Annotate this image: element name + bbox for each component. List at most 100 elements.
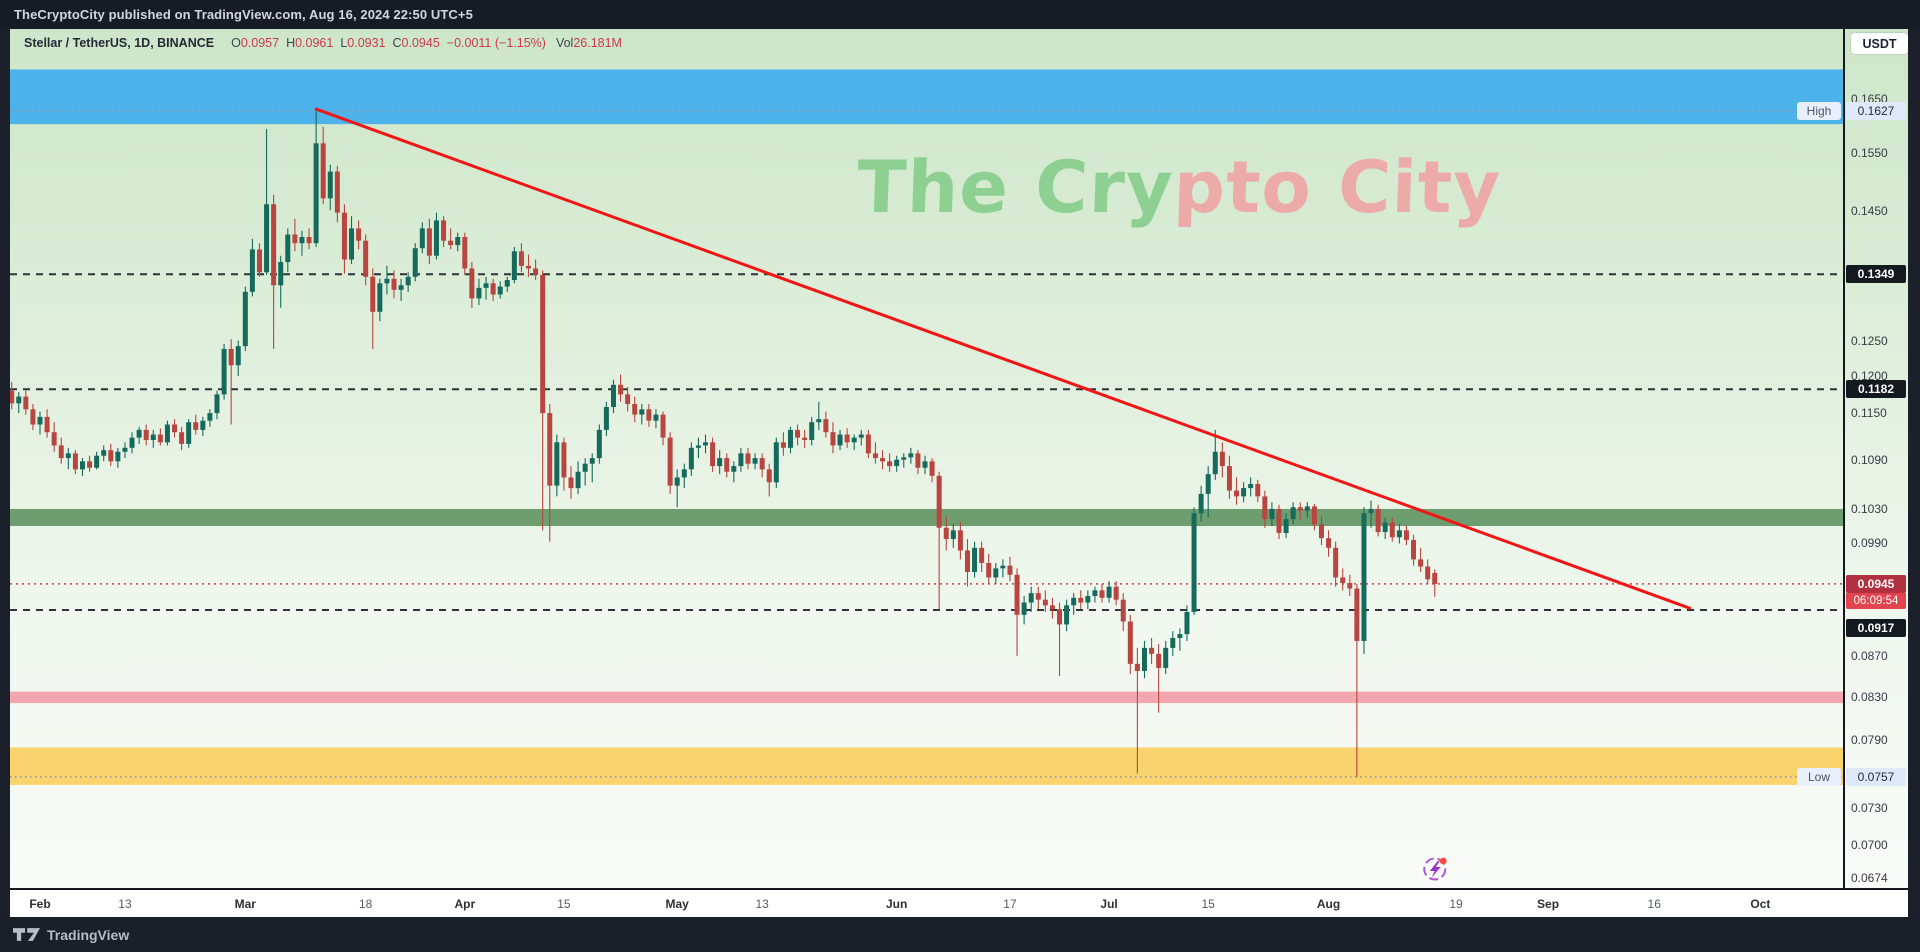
candle-body <box>1389 522 1395 538</box>
candle-body <box>23 396 29 410</box>
candle-body <box>341 212 347 260</box>
candle-body <box>186 422 192 444</box>
candle-body <box>1248 483 1254 489</box>
candle-body <box>419 228 425 249</box>
candle-body <box>122 447 128 452</box>
candle-body <box>738 453 744 467</box>
candle-body <box>752 458 758 464</box>
candle-body <box>802 437 808 440</box>
chart-pane-background <box>10 29 1908 888</box>
time-tick-day: 16 <box>1647 897 1661 911</box>
candle-body <box>1212 451 1218 475</box>
candle-body <box>1361 513 1367 641</box>
candle-body <box>1127 621 1133 664</box>
candle-body <box>837 434 843 446</box>
publish-header-text[interactable]: TheCryptoCity published on TradingView.c… <box>14 7 473 22</box>
candle-body <box>986 562 992 578</box>
candle-body <box>646 409 652 421</box>
candle-body <box>1085 595 1091 603</box>
candle-body <box>872 453 878 459</box>
candle-body <box>115 451 121 462</box>
candle-body <box>164 424 170 443</box>
candle-body <box>483 283 489 288</box>
candle-body <box>1170 638 1176 648</box>
candle-body <box>964 550 970 573</box>
candle-body <box>766 469 772 483</box>
candle-body <box>1304 506 1310 511</box>
candle-body <box>660 414 666 438</box>
candle-body <box>58 445 64 459</box>
candle-body <box>943 527 949 540</box>
candle-body <box>214 394 220 414</box>
low-marker-tag: Low <box>1797 767 1841 786</box>
candle-body <box>1057 609 1063 625</box>
candle-body <box>688 447 694 470</box>
candle-body <box>880 458 886 462</box>
tradingview-brand-link[interactable]: TradingView <box>13 927 129 943</box>
candle-body <box>306 236 312 244</box>
demand-zone <box>10 747 1843 785</box>
candle-body <box>667 437 673 486</box>
time-tick-day: 15 <box>1201 897 1215 911</box>
right-margin <box>1908 29 1920 917</box>
candle-body <box>787 429 793 448</box>
candle-body <box>858 434 864 438</box>
candle-body <box>561 442 567 478</box>
candle-body <box>433 220 439 256</box>
time-tick-month: Jun <box>886 897 908 911</box>
chart-canvas[interactable] <box>10 29 1843 888</box>
candle-body <box>79 461 85 470</box>
candle-body <box>575 471 581 489</box>
candle-body <box>462 236 468 269</box>
symbol-title[interactable]: Stellar / TetherUS, 1D, BINANCE <box>24 36 215 50</box>
candle-body <box>511 251 517 281</box>
tradingview-brand-text: TradingView <box>47 926 130 943</box>
candle-body <box>865 434 871 454</box>
candle-body <box>278 262 284 286</box>
candle-body <box>929 461 935 476</box>
candle-body <box>476 287 482 299</box>
candle-body <box>1318 524 1324 539</box>
candle-body <box>979 547 985 563</box>
candle-body <box>632 404 638 415</box>
descending-trendline <box>314 107 1692 610</box>
candle-body <box>1149 647 1155 654</box>
time-tick-day: 19 <box>1449 897 1463 911</box>
time-axis[interactable]: Feb 13 Mar 18 Apr 15 May 13 Jun 17 Jul 15 Aug 19 Sep 16… <box>10 888 1908 919</box>
watermark-part-2: pto City <box>1172 145 1503 229</box>
candle-body <box>334 171 340 213</box>
volume-value: 26.181M <box>573 36 622 50</box>
candle-body <box>271 204 277 286</box>
candle-body <box>780 442 786 448</box>
candle-body <box>37 416 43 425</box>
candle-body <box>1035 593 1041 600</box>
candle-body <box>256 249 262 273</box>
candle-body <box>1205 474 1211 494</box>
candle-body <box>207 413 213 421</box>
currency-toggle-button[interactable]: USDT <box>1851 33 1908 54</box>
candle-body <box>356 228 362 241</box>
candle-body <box>242 291 248 347</box>
candle-body <box>157 434 163 443</box>
time-tick-day: 13 <box>755 897 769 911</box>
candle-body <box>377 283 383 312</box>
candle-body <box>1226 466 1232 491</box>
time-tick-month: Apr <box>454 897 476 911</box>
candle-body <box>228 348 234 366</box>
candle-body <box>200 420 206 430</box>
candle-body <box>950 530 956 540</box>
candle-body <box>554 442 560 486</box>
candle-body <box>349 228 355 260</box>
broken-support-zone <box>10 508 1843 527</box>
candle-body <box>568 477 574 489</box>
candle-body <box>391 278 397 290</box>
candle-body <box>1234 490 1240 497</box>
symbol-legend[interactable]: Stellar / TetherUS, 1D, BINANCE O0.0957 H0… <box>24 36 622 50</box>
candle-body <box>1340 577 1346 583</box>
flash-icon <box>1423 857 1447 881</box>
open-value: 0.0957 <box>240 36 280 50</box>
candle-body <box>1368 508 1374 514</box>
candle-body <box>1241 488 1247 497</box>
low-value: 0.0931 <box>347 36 386 50</box>
candle-body <box>908 453 914 458</box>
